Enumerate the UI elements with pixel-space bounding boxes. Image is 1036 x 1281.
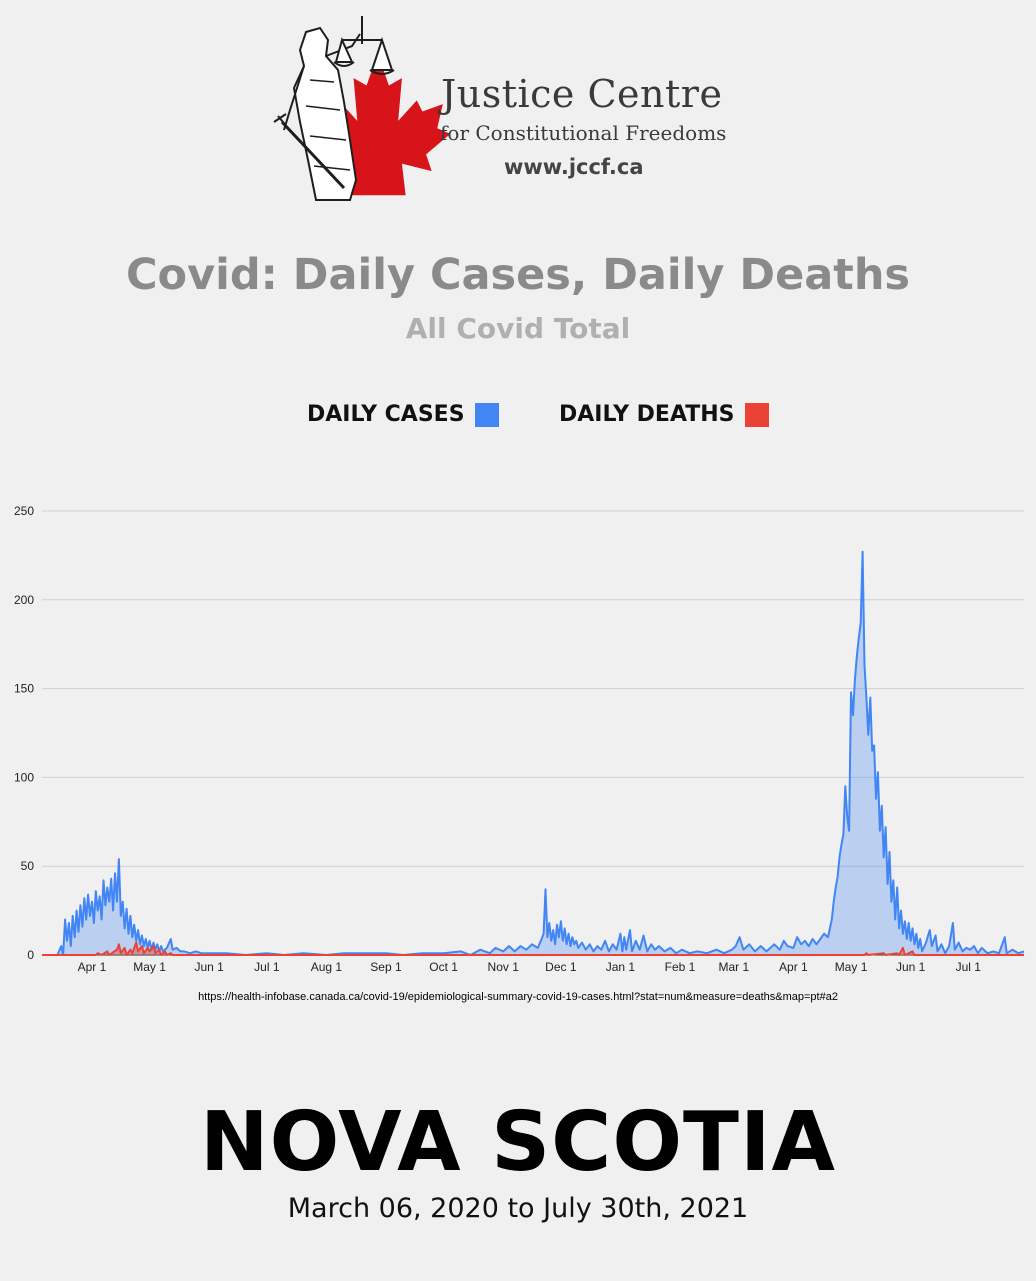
series-line-cases [42,550,1025,956]
logo-tagline: for Constitutional Freedoms [440,121,727,145]
x-tick-label: Jan 1 [606,960,636,974]
y-tick-label: 150 [14,682,34,696]
legend-swatch-deaths [744,402,769,427]
y-tick-label: 0 [27,948,34,962]
lady-justice-icon [273,26,361,201]
legend-item-deaths: DAILY DEATHS [559,402,769,427]
legend-label-cases: DAILY CASES [307,402,465,427]
y-tick-label: 200 [14,593,34,607]
x-tick-label: May 1 [133,960,166,974]
y-tick-label: 50 [21,859,35,873]
date-range: March 06, 2020 to July 30th, 2021 [287,1193,749,1224]
x-tick-label: Feb 1 [665,960,696,974]
lady-justice-maple-leaf-logo [273,16,451,201]
x-tick-label: Jun 1 [896,960,926,974]
logo-url[interactable]: www.jccf.ca [504,155,644,179]
x-tick-label: Oct 1 [429,960,458,974]
x-tick-label: Sep 1 [370,960,402,974]
series-line-deaths [42,941,1024,956]
x-tick-label: Dec 1 [545,960,577,974]
y-tick-label: 100 [14,770,34,784]
x-tick-label: Jul 1 [254,960,280,974]
x-tick-label: Mar 1 [718,960,749,974]
region-name: NOVA SCOTIA [200,1095,836,1190]
y-tick-label: 250 [14,504,34,518]
series-area-deaths [42,942,1024,955]
x-tick-label: Aug 1 [311,960,343,974]
source-url[interactable]: https://health-infobase.canada.ca/covid-… [198,991,838,1003]
series-area-cases [42,551,1024,955]
chart-area: 0 50 100 150 200 250 Apr 1 May 1 Jun 1 Jul 1 Aug 1… [14,504,1025,974]
x-tick-label: Apr 1 [78,960,107,974]
legend-swatch-cases [474,402,499,427]
x-tick-label: Jul 1 [956,960,982,974]
x-tick-label: May 1 [835,960,868,974]
x-tick-label: Apr 1 [779,960,808,974]
logo-name: Justice Centre [441,72,723,116]
legend-item-cases: DAILY CASES [307,402,499,427]
chart-subtitle: All Covid Total [405,312,631,345]
scales-icon [333,16,395,75]
x-tick-label: Nov 1 [488,960,520,974]
chart-title: Covid: Daily Cases, Daily Deaths [125,250,911,300]
x-tick-label: Jun 1 [195,960,225,974]
jccf-logo: Justice Centre for Constitutional Freedo… [270,10,770,210]
legend-label-deaths: DAILY DEATHS [559,402,735,427]
